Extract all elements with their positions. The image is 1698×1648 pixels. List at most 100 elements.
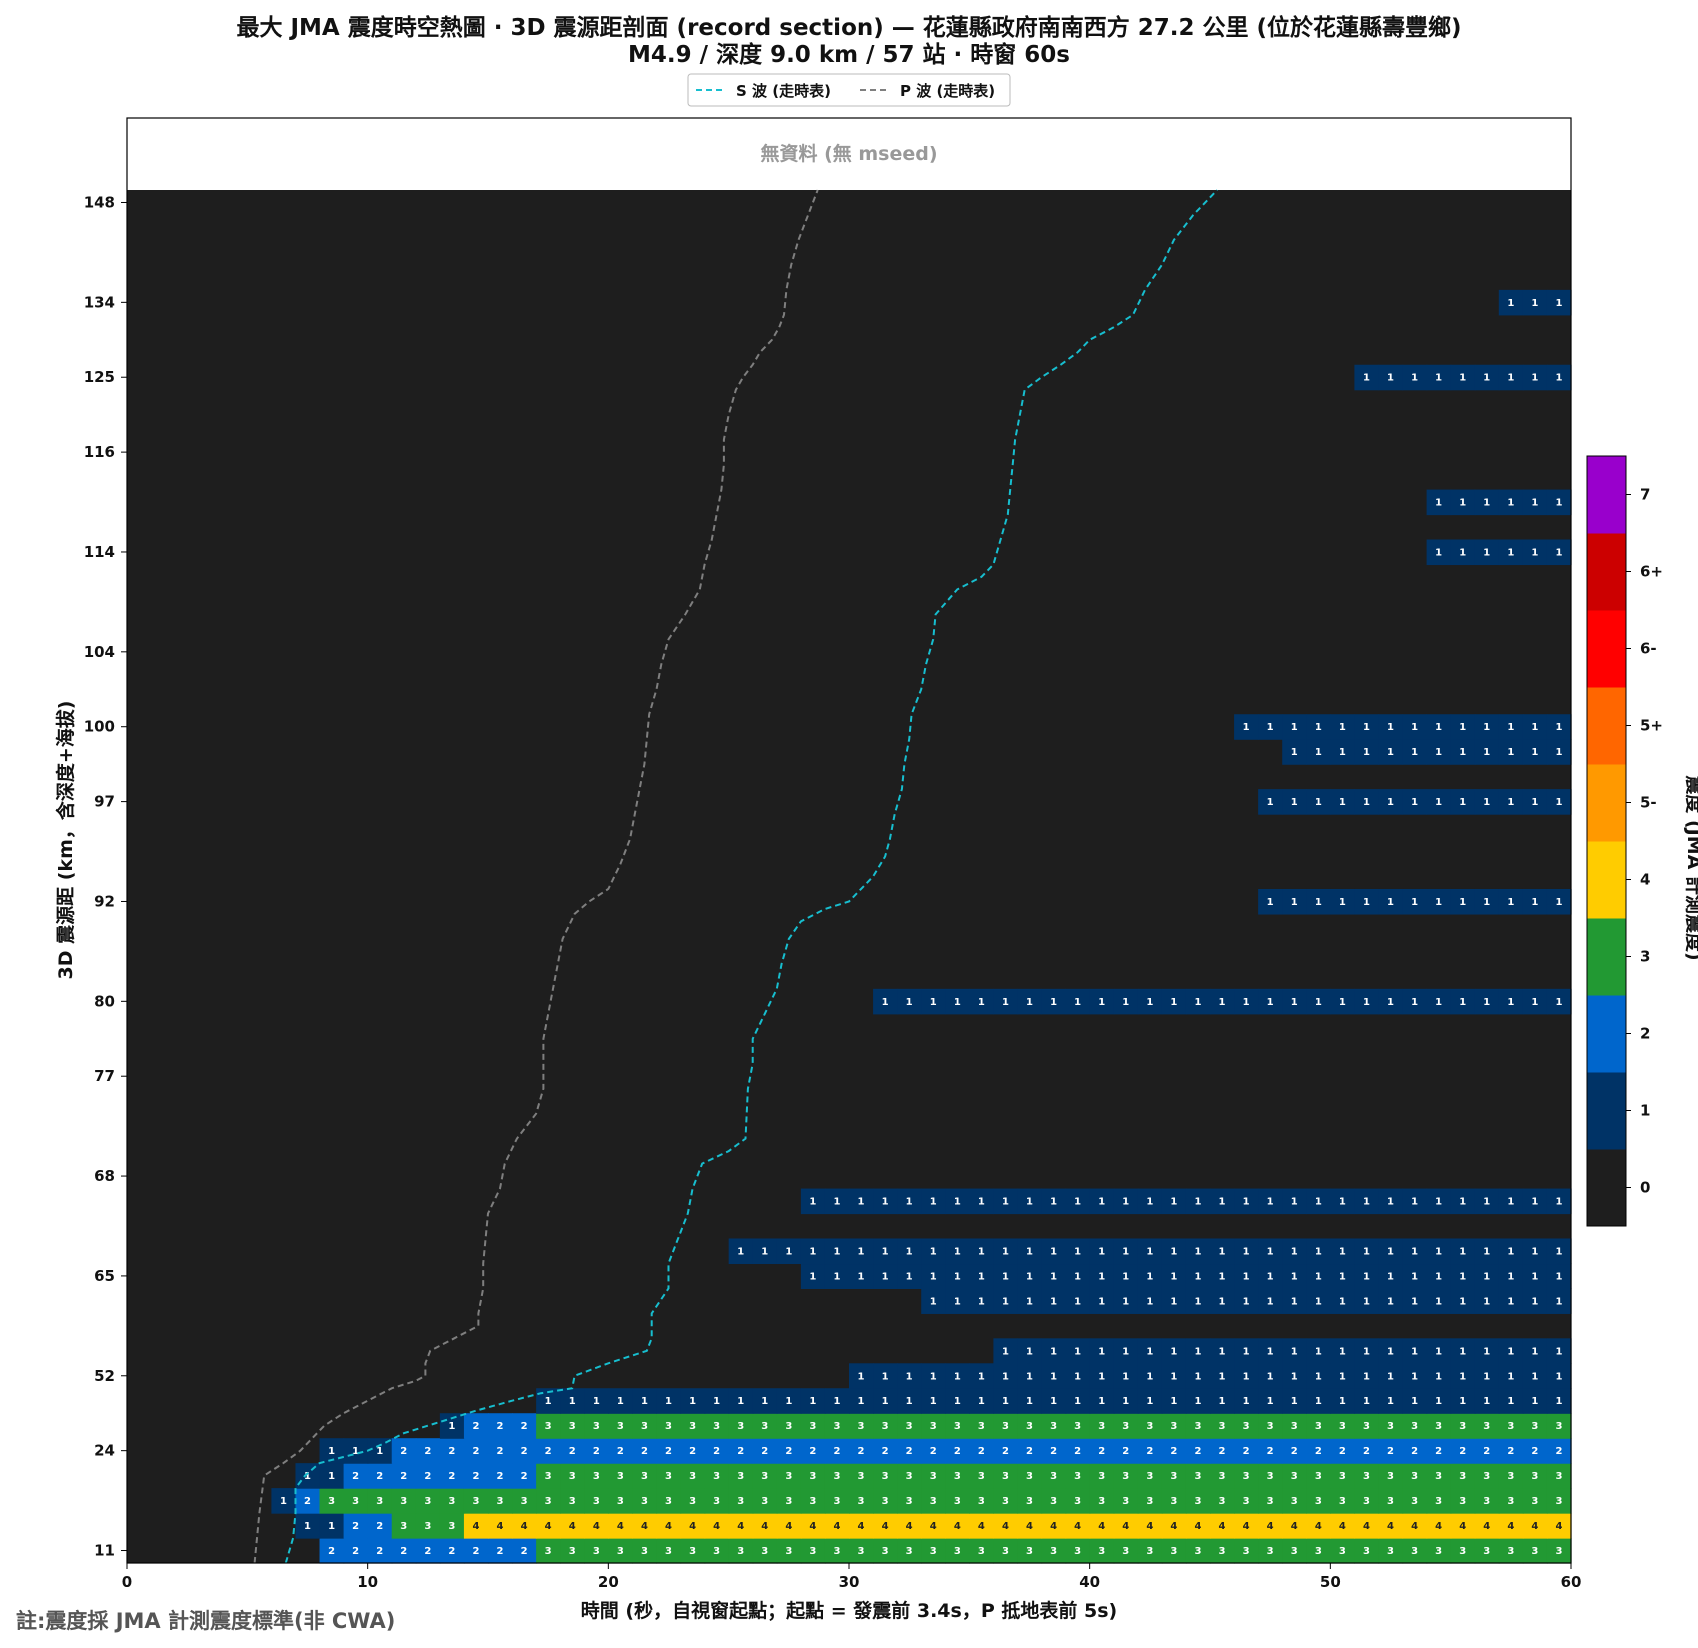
heatmap-cell-label: 1: [1267, 1396, 1274, 1407]
heatmap-cell-label: 3: [1074, 1471, 1081, 1482]
heatmap-cell-label: 1: [1483, 1271, 1490, 1282]
heatmap-cell-label: 1: [1074, 1296, 1081, 1307]
heatmap-cell-label: 1: [1531, 997, 1538, 1008]
heatmap-cell-label: 1: [1267, 1271, 1274, 1282]
colorbar-segment: [1587, 610, 1626, 688]
heatmap-cell: [1474, 789, 1500, 815]
heatmap-cell-label: 3: [1387, 1546, 1394, 1557]
heatmap-cell: [1402, 1188, 1428, 1215]
heatmap-cells: 2 2 2 2 2 2 2 2 2 3 3 3 3 3 3 3 3 3 3 3 3 3 3 3 3 3 3 3 3 3 3 3 3 3 3 3 3 3 3 3…: [271, 289, 1572, 1564]
heatmap-cell-label: 3: [713, 1471, 720, 1482]
heatmap-cell-label: 1: [1339, 747, 1346, 758]
heatmap-cell: [897, 1263, 922, 1289]
heatmap-cell-label: 1: [1267, 897, 1274, 908]
heatmap-cell-label: 1: [1339, 1371, 1346, 1382]
heatmap-cell: [512, 1413, 537, 1439]
heatmap-cell-label: 3: [1507, 1496, 1514, 1507]
heatmap-cell: [1089, 1413, 1115, 1439]
heatmap-cell: [1546, 789, 1572, 815]
heatmap-cell: [439, 1513, 465, 1539]
heatmap-cell: [1378, 1388, 1404, 1414]
heatmap-cell: [921, 1238, 946, 1265]
heatmap-cell-label: 1: [304, 1521, 311, 1532]
heatmap-cell-label: 1: [1483, 1246, 1490, 1257]
x-tick-label: 60: [1561, 1573, 1582, 1591]
heatmap-cell: [1426, 988, 1452, 1015]
heatmap-cell-label: 2: [352, 1546, 359, 1557]
heatmap-cell-label: 3: [665, 1421, 672, 1432]
heatmap-cell: [1137, 1513, 1163, 1539]
heatmap-cell-label: 1: [1435, 897, 1442, 908]
heatmap-cell-label: 3: [930, 1546, 937, 1557]
heatmap-cell-label: 3: [665, 1471, 672, 1482]
heatmap-cell: [849, 1188, 874, 1215]
heatmap-cell-label: 3: [1339, 1421, 1346, 1432]
heatmap-cell-label: 3: [737, 1471, 744, 1482]
y-tick-label: 97: [94, 793, 115, 811]
heatmap-cell: [512, 1463, 537, 1489]
heatmap-cell-label: 1: [1507, 1271, 1514, 1282]
heatmap-cell-label: 1: [954, 1271, 961, 1282]
heatmap-cell: [1546, 988, 1572, 1015]
heatmap-cell-label: 3: [1122, 1496, 1129, 1507]
heatmap-cell-label: 3: [1146, 1421, 1153, 1432]
heatmap-cell-label: 3: [809, 1471, 816, 1482]
heatmap-cell-label: 1: [1050, 1197, 1057, 1208]
heatmap-cell: [656, 1488, 682, 1514]
heatmap-cell: [993, 1263, 1019, 1289]
heatmap-cell: [1354, 1463, 1380, 1489]
heatmap-cell: [1258, 1388, 1283, 1414]
heatmap-cell-label: 3: [954, 1471, 961, 1482]
heatmap-cell: [1017, 1413, 1043, 1439]
heatmap-cell: [921, 1413, 946, 1439]
heatmap-cell: [1185, 1238, 1211, 1265]
heatmap-cell: [560, 1513, 585, 1539]
heatmap-cell-label: 3: [809, 1546, 816, 1557]
heatmap-cell: [1498, 739, 1524, 765]
heatmap-cell-label: 1: [1435, 1246, 1442, 1257]
heatmap-cell-label: 2: [472, 1446, 479, 1457]
heatmap-cell-label: 1: [617, 1396, 624, 1407]
heatmap-cell: [1306, 739, 1331, 765]
heatmap-cell: [1546, 539, 1572, 566]
heatmap-cell-label: 1: [1531, 1296, 1538, 1307]
heatmap-cell: [1498, 1188, 1524, 1215]
heatmap-cell: [1450, 1438, 1476, 1464]
heatmap-cell: [1113, 1238, 1139, 1265]
heatmap-cell-label: 1: [1243, 1246, 1250, 1257]
heatmap-cell-label: 1: [1026, 1271, 1033, 1282]
heatmap-cell: [824, 1463, 850, 1489]
colorbar-tick-label: 3: [1640, 948, 1650, 966]
heatmap-cell-label: 2: [352, 1521, 359, 1532]
heatmap-cell: [1089, 1388, 1115, 1414]
heatmap-cell-label: 3: [1002, 1496, 1009, 1507]
heatmap-cell: [1546, 289, 1572, 316]
heatmap-cell-label: 2: [376, 1521, 383, 1532]
heatmap-cell: [1137, 1238, 1163, 1265]
heatmap-cell-label: 1: [1170, 1271, 1177, 1282]
heatmap-cell-label: 1: [1387, 797, 1394, 808]
heatmap-cell-label: 1: [1459, 1346, 1466, 1357]
heatmap-cell: [1137, 1463, 1163, 1489]
heatmap-cell-label: 2: [1411, 1446, 1418, 1457]
heatmap-cell: [1017, 1488, 1043, 1514]
heatmap-cell-label: 1: [1459, 1197, 1466, 1208]
heatmap-cell: [1498, 1413, 1524, 1439]
heatmap-cell: [1041, 988, 1067, 1015]
colorbar-tick-label: 6+: [1640, 563, 1663, 581]
heatmap-cell-label: 3: [930, 1496, 937, 1507]
heatmap-cell-label: 1: [1483, 1371, 1490, 1382]
heatmap-cell: [632, 1463, 658, 1489]
heatmap-cell: [1113, 1488, 1139, 1514]
heatmap-cell: [945, 1513, 970, 1539]
heatmap-cell: [800, 1488, 826, 1514]
heatmap-cell-label: 1: [978, 1396, 985, 1407]
heatmap-cell-label: 1: [978, 1296, 985, 1307]
heatmap-cell: [632, 1438, 658, 1464]
heatmap-cell-label: 1: [1243, 1296, 1250, 1307]
heatmap-cell: [1210, 1463, 1235, 1489]
heatmap-cell-label: 1: [1315, 722, 1322, 733]
heatmap-cell-label: 3: [906, 1471, 913, 1482]
heatmap-cell-label: 3: [1387, 1421, 1394, 1432]
heatmap-cell-label: 1: [906, 1271, 913, 1282]
